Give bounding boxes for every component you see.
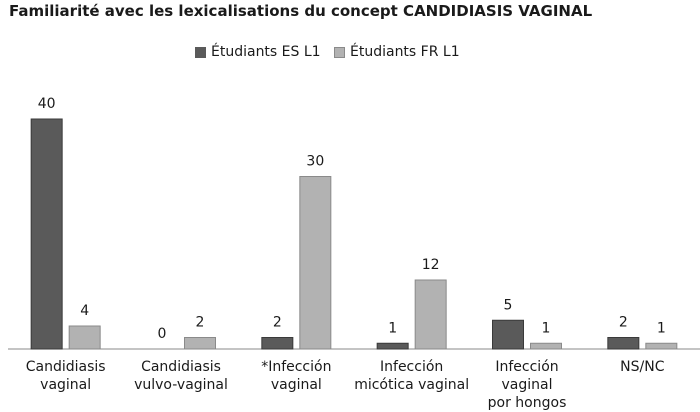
bar-fr-3: [414, 279, 447, 350]
bar-es-2: [261, 337, 294, 350]
legend-item-fr: Étudiants FR L1: [334, 44, 460, 60]
bar-fr-5: [645, 342, 678, 350]
x-tick-label-line: Candidiasis: [141, 359, 221, 375]
legend-label-es: Étudiants ES L1: [211, 44, 321, 60]
x-tick-label-2: *Infección vaginal: [238, 358, 354, 394]
data-label-es-1: 0: [158, 326, 167, 342]
x-tick-label-line: vulvo-vaginal: [134, 377, 228, 393]
x-tick-label-line: micótica vaginal: [354, 377, 470, 393]
data-label-fr-5: 1: [657, 320, 666, 336]
x-tick-label-line: vaginal: [270, 377, 322, 393]
legend-swatch-fr: [334, 46, 345, 58]
data-label-es-2: 2: [273, 315, 282, 331]
data-label-fr-4: 1: [542, 320, 551, 336]
bar-fr-2: [299, 176, 332, 350]
x-tick-label-line: Candidiasis: [25, 359, 106, 375]
x-tick-label-line: NS/NC: [620, 359, 665, 375]
legend-swatch-es: [195, 46, 206, 58]
data-label-es-0: 40: [38, 96, 56, 112]
x-tick-label-line: Infección: [380, 359, 444, 375]
data-label-fr-1: 2: [196, 315, 205, 331]
data-label-es-4: 5: [504, 297, 513, 313]
x-tick-label-3: Infección micótica vaginal: [354, 358, 470, 394]
x-tick-label-line: Infección vaginal: [495, 359, 559, 393]
x-tick-label-5: NS/NC: [584, 358, 700, 376]
x-tick-label-line: vaginal: [40, 377, 92, 393]
bar-es-3: [376, 342, 409, 350]
data-label-fr-2: 30: [306, 154, 324, 170]
bar-fr-1: [184, 337, 216, 350]
bar-fr-4: [530, 342, 562, 350]
bar-es-0: [30, 118, 63, 350]
x-tick-label-line: *Infección: [261, 359, 332, 375]
data-label-fr-0: 4: [80, 303, 89, 319]
x-tick-label-line: por hongos: [487, 395, 567, 411]
data-label-es-3: 1: [388, 320, 397, 336]
data-label-es-5: 2: [619, 315, 628, 331]
x-tick-label-0: Candidiasis vaginal: [8, 358, 124, 394]
legend-item-es: Étudiants ES L1: [195, 44, 321, 60]
x-tick-label-1: Candidiasis vulvo-vaginal: [123, 358, 239, 394]
legend: Étudiants ES L1 Étudiants FR L1: [0, 44, 700, 64]
chart-title: Familiarité avec les lexicalisations du …: [9, 2, 593, 20]
bar-es-4: [492, 319, 524, 350]
data-label-fr-3: 12: [422, 257, 440, 273]
bar-fr-0: [68, 325, 101, 350]
bar-es-5: [607, 337, 640, 350]
legend-label-fr: Étudiants FR L1: [350, 44, 460, 60]
